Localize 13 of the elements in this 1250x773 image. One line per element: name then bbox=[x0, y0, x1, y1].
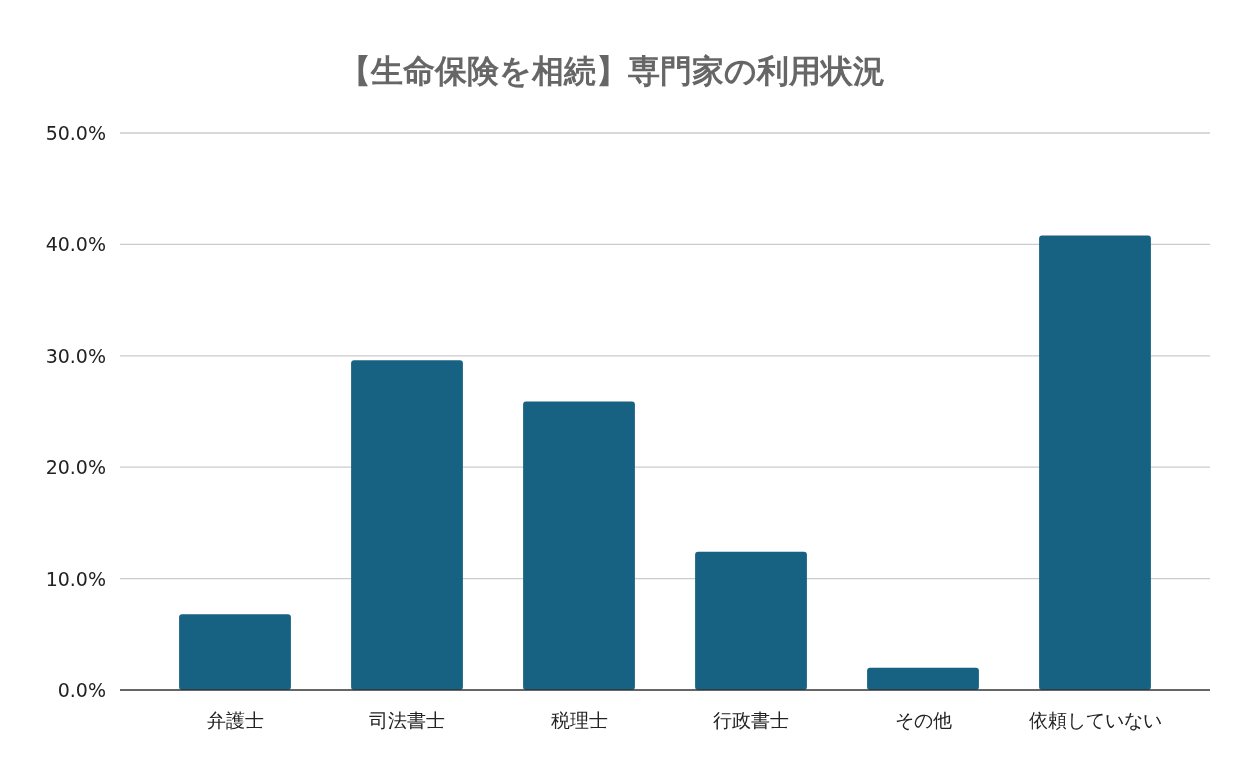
y-tick-label: 50.0% bbox=[45, 122, 106, 144]
x-tick-label: 税理士 bbox=[550, 709, 608, 731]
y-tick-label: 40.0% bbox=[45, 233, 106, 256]
x-tick-label: 司法書士 bbox=[369, 709, 445, 731]
x-tick-label: 弁護士 bbox=[206, 709, 264, 731]
x-tick-label: 行政書士 bbox=[713, 709, 789, 731]
title: 【生命保険を相続】専門家の利用状況 bbox=[339, 52, 885, 90]
y-tick-label: 0.0% bbox=[57, 679, 106, 701]
y-tick-label: 20.0% bbox=[45, 456, 106, 479]
x-tick-label: その他 bbox=[894, 709, 952, 731]
y-tick-label: 10.0% bbox=[45, 567, 106, 590]
x-tick-label: 依頼していない bbox=[1028, 709, 1162, 731]
y-tick-label: 30.0% bbox=[45, 344, 106, 367]
